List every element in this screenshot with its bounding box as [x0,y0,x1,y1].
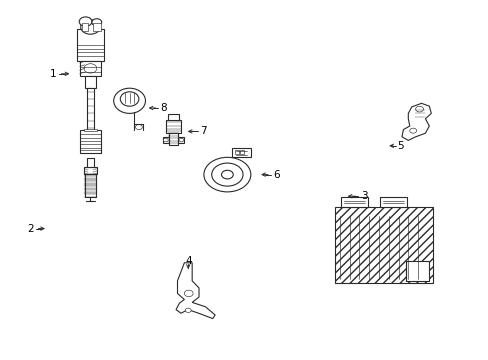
Text: 1: 1 [49,69,56,79]
Bar [167,114,179,120]
Bar [77,29,104,61]
Polygon shape [401,103,430,140]
Ellipse shape [120,92,139,106]
Circle shape [221,170,233,179]
Polygon shape [232,148,250,157]
Bar [80,130,101,153]
Bar [84,167,97,174]
Bar [234,150,238,154]
Circle shape [185,308,191,312]
Text: 7: 7 [199,126,206,136]
Text: 5: 5 [396,141,403,151]
Polygon shape [176,263,215,319]
Bar [166,120,181,133]
Bar [80,61,101,76]
Bar [340,197,367,207]
Bar [239,150,243,154]
Circle shape [184,290,193,297]
Bar [85,174,96,197]
Text: 8: 8 [160,103,167,113]
Text: 3: 3 [360,191,367,201]
Bar [379,197,406,207]
Circle shape [211,163,243,186]
Circle shape [92,19,102,26]
Circle shape [163,138,168,142]
Text: 2: 2 [27,224,34,234]
Circle shape [415,106,423,112]
Circle shape [79,17,92,26]
Bar [405,261,428,281]
Bar [93,23,101,31]
Text: 4: 4 [184,256,191,266]
Bar [334,207,432,283]
Bar [168,133,178,145]
Circle shape [179,138,183,142]
Circle shape [409,128,416,133]
Ellipse shape [113,88,145,113]
Circle shape [84,64,97,73]
Text: 6: 6 [272,170,279,180]
Bar [87,158,94,167]
Bar [81,23,88,31]
Circle shape [203,157,250,192]
Circle shape [135,125,142,130]
Circle shape [81,20,100,34]
Bar [178,137,184,143]
Bar [84,76,96,88]
Bar [163,137,168,143]
Bar [86,88,94,130]
Bar [83,129,97,131]
